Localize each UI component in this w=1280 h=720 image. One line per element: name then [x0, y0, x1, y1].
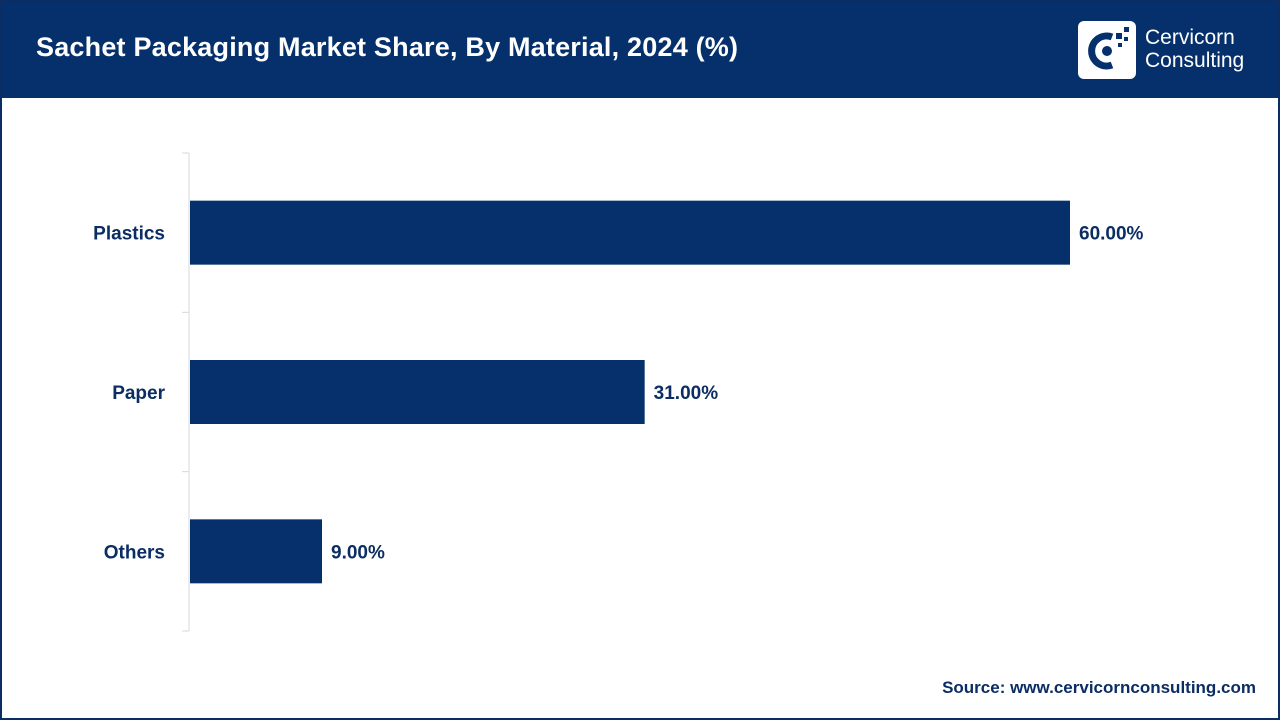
category-label-paper: Paper: [112, 383, 165, 404]
value-label-plastics: 60.00%: [1079, 224, 1144, 245]
brand-name: Cervicorn Consulting: [1145, 26, 1244, 72]
value-label-paper: 31.00%: [654, 383, 719, 404]
bar-chart: Plastics 60.00% Paper 31.00% Others 9.00%: [93, 152, 1144, 632]
brand-name-line2: Consulting: [1145, 49, 1245, 72]
category-label-others: Others: [104, 542, 165, 563]
bar-plastics: [190, 200, 1070, 265]
category-label-plastics: Plastics: [93, 224, 165, 245]
brand-name-line1: Cervicorn: [1145, 26, 1235, 49]
cervicorn-logo-icon: [1078, 21, 1136, 79]
brand-logo: Cervicorn Consulting: [1078, 21, 1258, 81]
chart-title: Sachet Packaging Market Share, By Materi…: [36, 32, 739, 62]
source-note: Source: www.cervicornconsulting.com: [942, 678, 1256, 697]
value-label-others: 9.00%: [331, 542, 385, 563]
bar-paper: [190, 360, 645, 424]
header-bar: Sachet Packaging Market Share, By Materi…: [2, 2, 1278, 98]
bar-others: [190, 519, 322, 584]
